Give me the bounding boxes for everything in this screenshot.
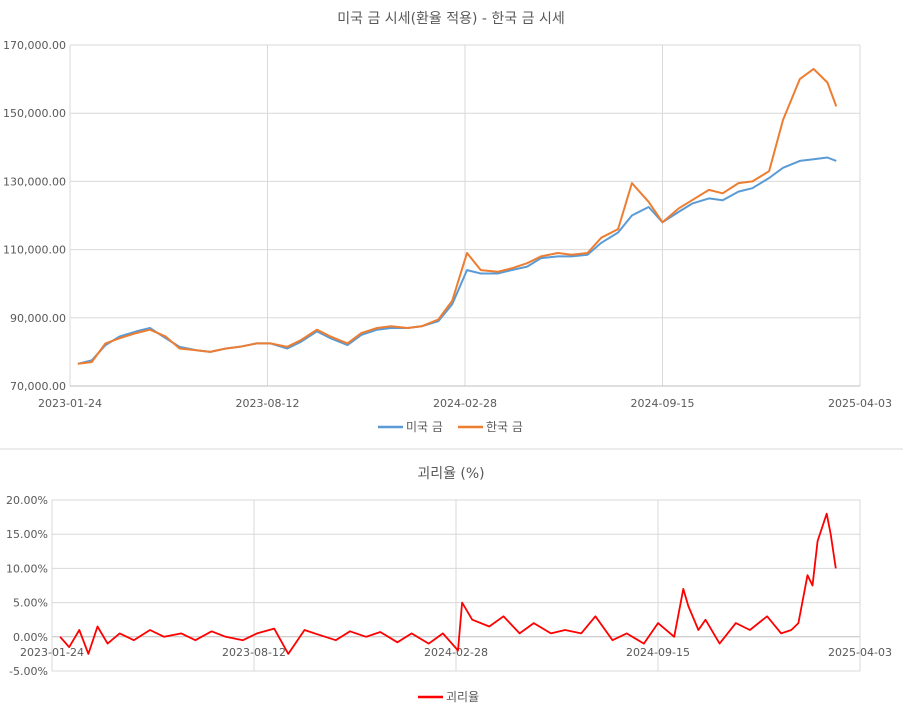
y-tick-label: 0.00%	[13, 631, 48, 644]
y-tick-label: 90,000.00	[10, 312, 66, 325]
y-tick-label: 150,000.00	[3, 107, 66, 120]
legend-kr-gold-label: 한국 금	[486, 420, 523, 434]
y-tick-label: -5.00%	[9, 665, 48, 678]
chart-bottom-series	[59, 512, 837, 655]
chart-bottom-x-ticks: 2023-01-24 2023-08-12 2024-02-28 2024-09-15…	[20, 646, 892, 659]
chart-top-grid	[69, 44, 861, 387]
top-series-line-0	[77, 156, 837, 365]
legend-us-gold-label: 미국 금	[406, 420, 443, 434]
legend-gap-label: 괴리율	[446, 690, 479, 704]
x-tick-label: 2023-01-24	[38, 397, 102, 410]
chart-bottom-legend: 괴리율	[418, 690, 479, 704]
y-tick-label: 70,000.00	[10, 380, 66, 393]
x-tick-label: 2024-02-28	[433, 397, 497, 410]
y-tick-label: 5.00%	[13, 597, 48, 610]
chart-bottom-y-ticks: -5.00% 0.00% 5.00% 10.00% 15.00% 20.00%	[6, 494, 48, 678]
x-tick-label: 2024-09-15	[631, 397, 695, 410]
y-tick-label: 130,000.00	[3, 175, 66, 188]
chart-top-y-ticks: 70,000.00 90,000.00 110,000.00 130,000.00 15…	[3, 39, 66, 393]
chart-top-series	[77, 67, 838, 365]
x-tick-label: 2023-08-12	[236, 397, 300, 410]
y-tick-label: 10.00%	[6, 562, 48, 575]
chart-top: 미국 금 시세(환율 적용) - 한국 금 시세 70,000.00 90,000…	[3, 11, 892, 434]
y-tick-label: 170,000.00	[3, 39, 66, 52]
x-tick-label: 2025-04-03	[828, 646, 892, 659]
x-tick-label: 2024-09-15	[626, 646, 690, 659]
y-tick-label: 15.00%	[6, 528, 48, 541]
chart-bottom-title: 괴리율 (%)	[417, 466, 484, 482]
y-tick-label: 20.00%	[6, 494, 48, 507]
x-tick-label: 2023-08-12	[222, 646, 286, 659]
chart-top-legend: 미국 금 한국 금	[378, 420, 523, 434]
chart-top-title: 미국 금 시세(환율 적용) - 한국 금 시세	[337, 11, 564, 27]
x-tick-label: 2024-02-28	[424, 646, 488, 659]
x-tick-label: 2023-01-24	[20, 646, 84, 659]
top-series-line-1	[77, 67, 838, 365]
bottom-series-line-0	[59, 512, 837, 655]
y-tick-label: 110,000.00	[3, 244, 66, 257]
chart-bottom: 괴리율 (%) -5.00% 0.00% 5.00% 10.00% 15.00% 20.0…	[6, 466, 892, 704]
x-tick-label: 2025-04-03	[828, 397, 892, 410]
chart-top-x-ticks: 2023-01-24 2023-08-12 2024-02-28 2024-09-15…	[38, 397, 892, 410]
